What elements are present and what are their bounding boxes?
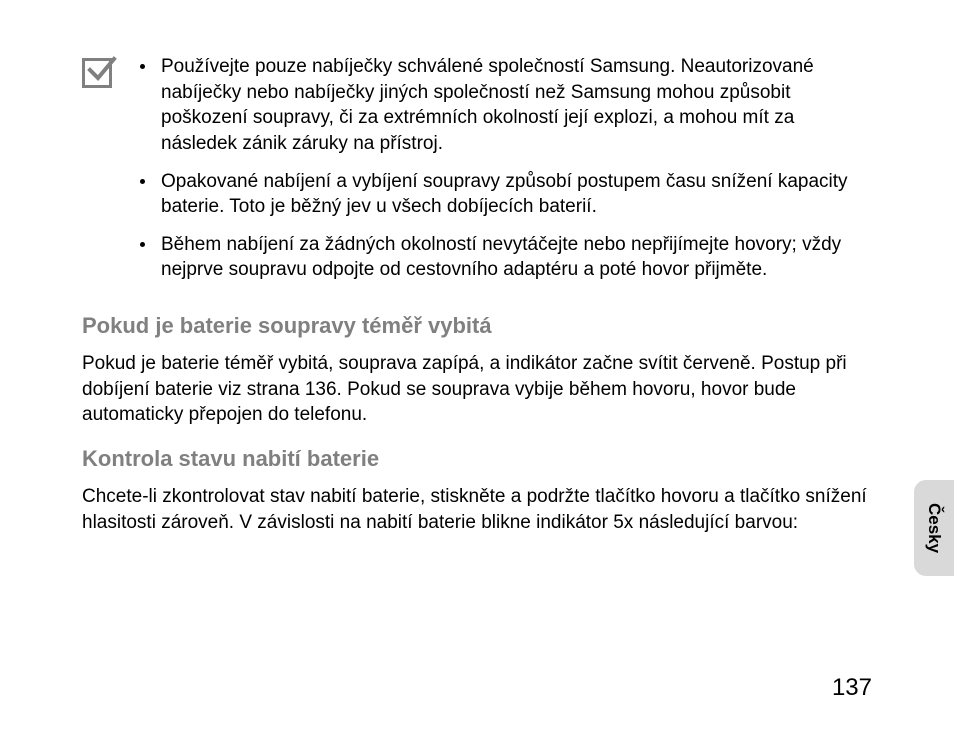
- bullet-item: Během nabíjení za žádných okolností nevy…: [140, 232, 872, 283]
- bullet-text: Během nabíjení za žádných okolností nevy…: [161, 232, 872, 283]
- note-bullet-list: Používejte pouze nabíječky schválené spo…: [140, 54, 872, 295]
- section-body: Pokud je baterie téměř vybitá, souprava …: [82, 351, 872, 428]
- bullet-item: Používejte pouze nabíječky schválené spo…: [140, 54, 872, 157]
- language-tab: Česky: [914, 480, 954, 576]
- bullet-dot-icon: [140, 242, 145, 247]
- page-number: 137: [832, 674, 872, 702]
- language-tab-label: Česky: [924, 503, 944, 553]
- bullet-text: Opakované nabíjení a vybíjení soupravy z…: [161, 169, 872, 220]
- section-heading: Pokud je baterie soupravy téměř vybitá: [82, 313, 872, 339]
- bullet-item: Opakované nabíjení a vybíjení soupravy z…: [140, 169, 872, 220]
- bullet-dot-icon: [140, 179, 145, 184]
- section-body: Chcete-li zkontrolovat stav nabití bater…: [82, 484, 872, 535]
- bullet-text: Používejte pouze nabíječky schválené spo…: [161, 54, 872, 157]
- page-content: Používejte pouze nabíječky schválené spo…: [82, 54, 872, 543]
- bullet-dot-icon: [140, 64, 145, 69]
- checkmark-icon: [82, 58, 112, 88]
- note-block: Používejte pouze nabíječky schválené spo…: [82, 54, 872, 295]
- section-heading: Kontrola stavu nabití baterie: [82, 446, 872, 472]
